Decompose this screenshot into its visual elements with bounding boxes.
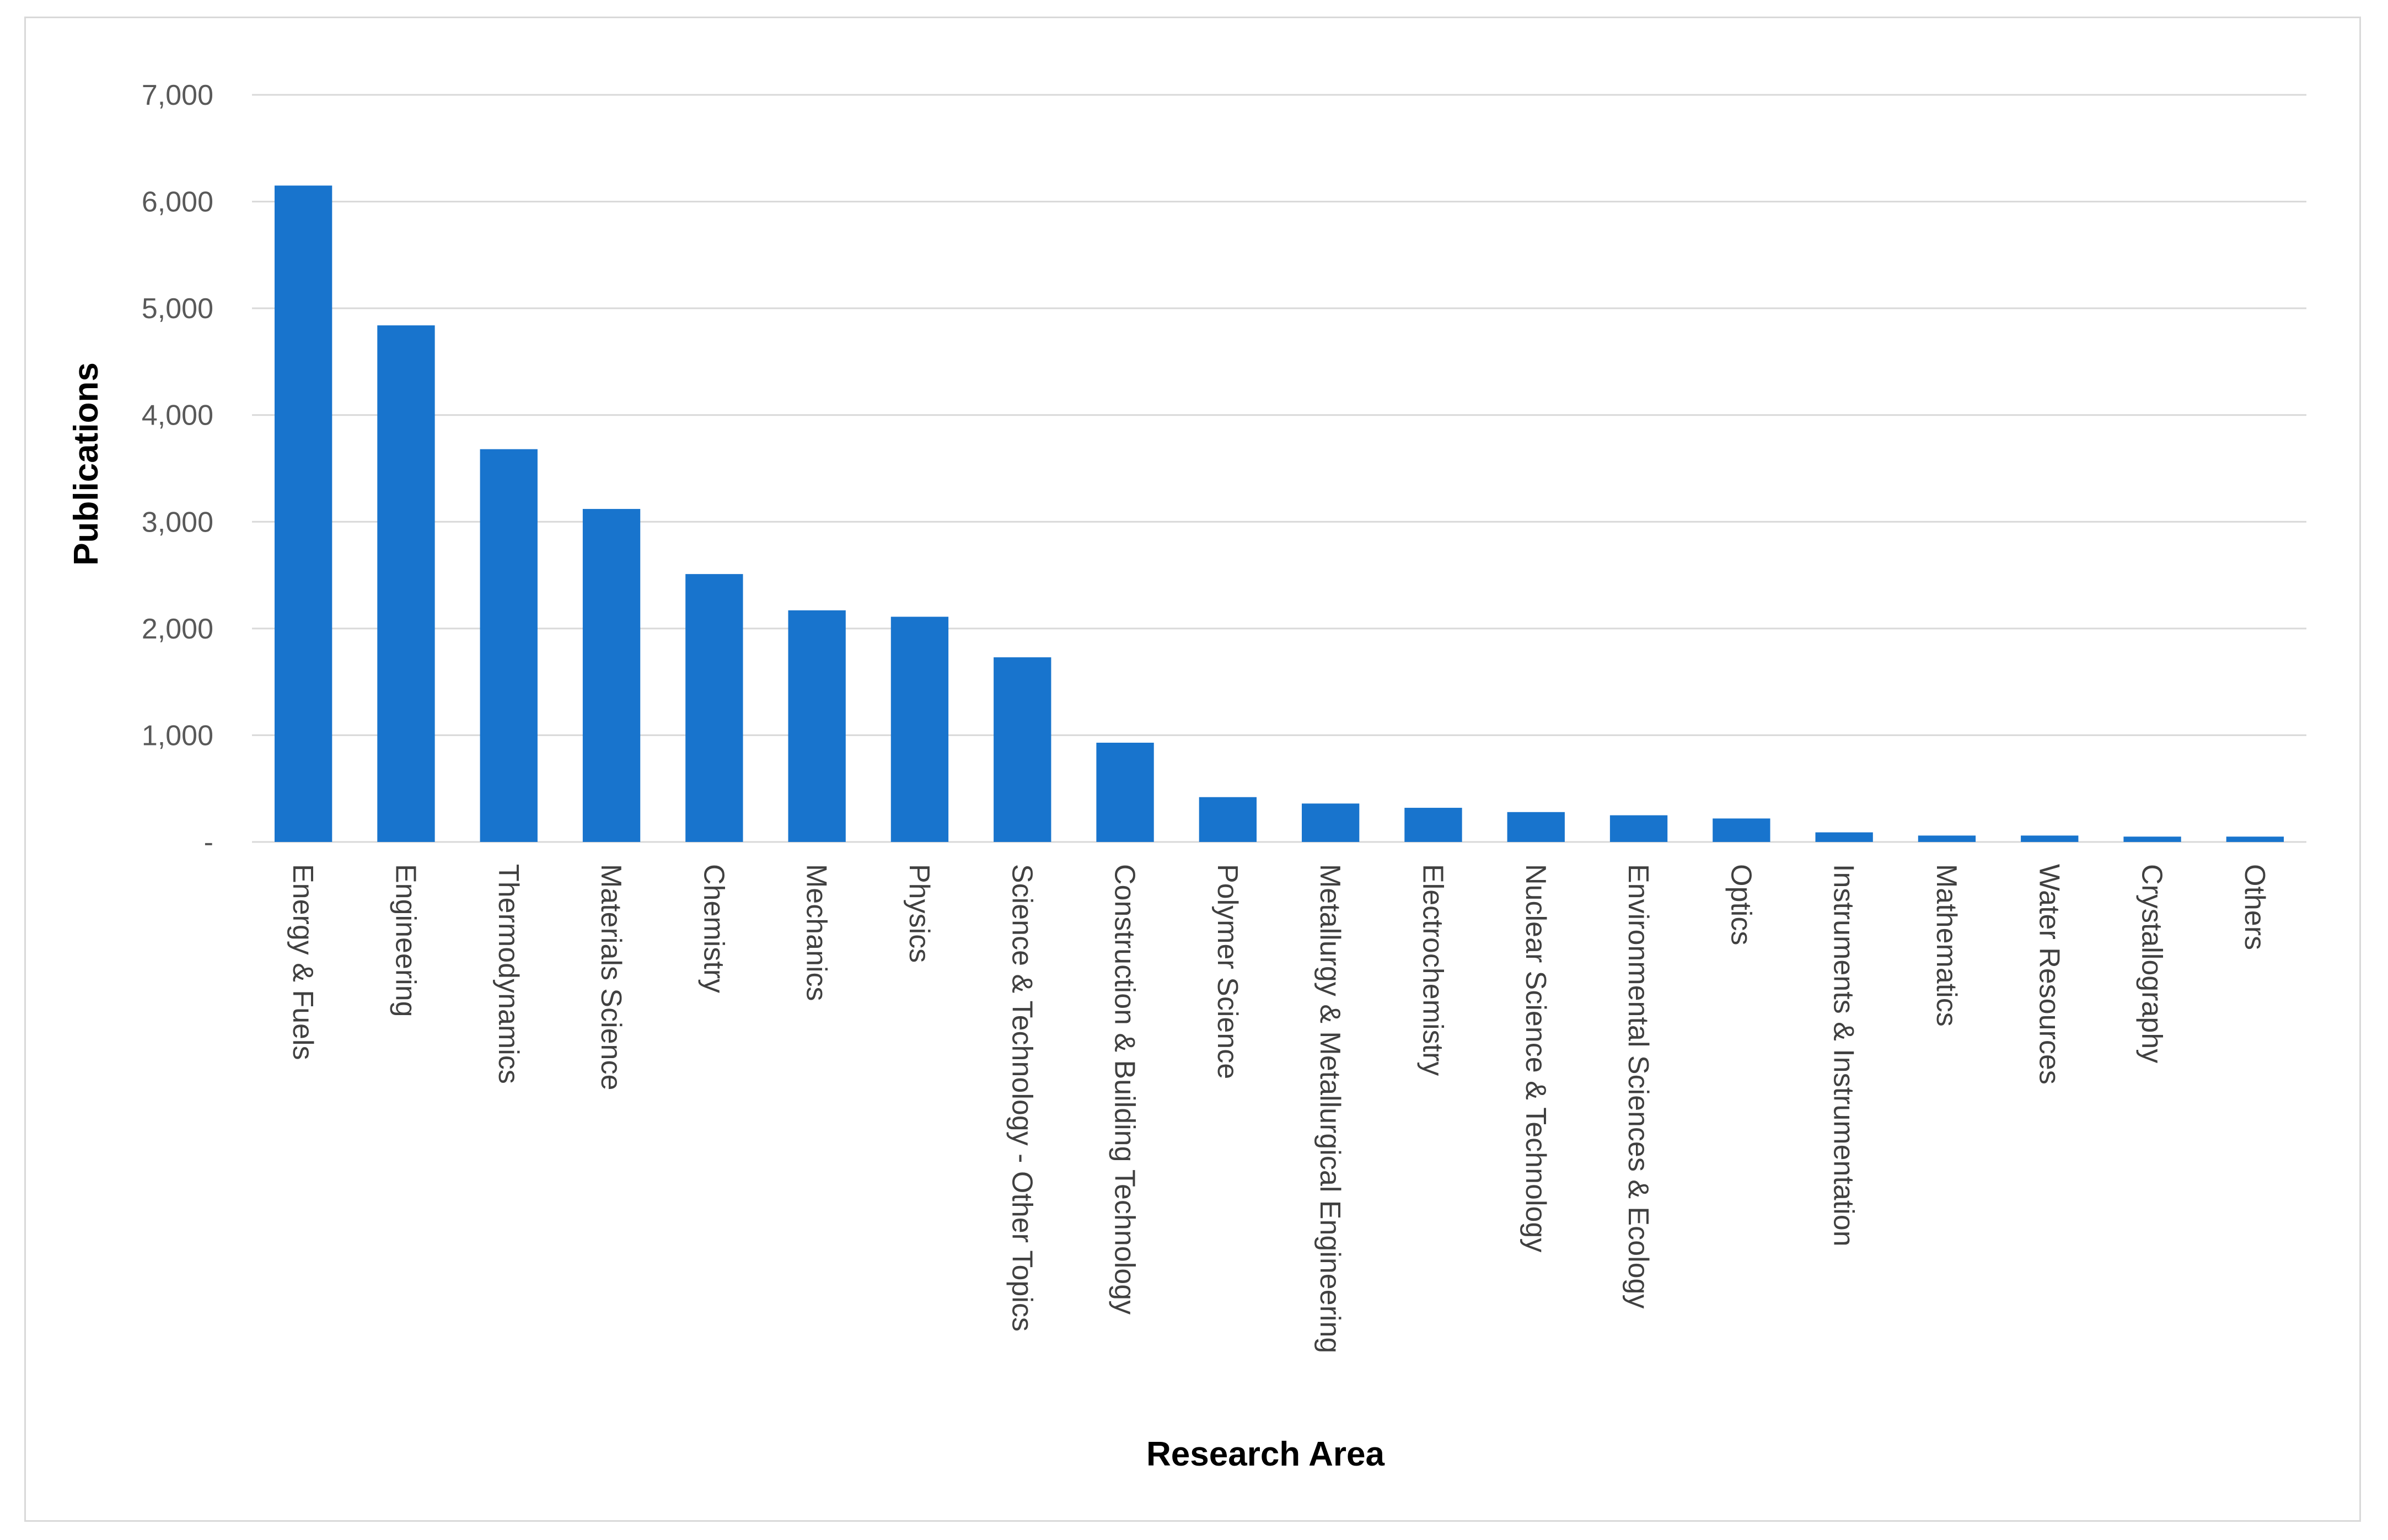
bar xyxy=(274,185,332,843)
x-category-label: Optics xyxy=(1725,864,1757,945)
x-category-label: Materials Science xyxy=(595,864,627,1090)
bar xyxy=(2123,836,2181,842)
x-category-label: Environmental Sciences & Ecology xyxy=(1622,864,1654,1308)
y-axis-ticks: - 1,000 2,000 3,000 4,000 5,000 6,000 7,000 xyxy=(142,79,213,858)
y-tick-label: 7,000 xyxy=(142,79,213,111)
bar xyxy=(1507,812,1565,842)
bar xyxy=(1713,818,1770,842)
x-category-label: Construction & Building Technology xyxy=(1109,864,1141,1314)
y-tick-label: 4,000 xyxy=(142,400,213,432)
x-category-label: Energy & Fuels xyxy=(287,864,319,1060)
bar xyxy=(994,657,1051,842)
bar xyxy=(582,509,641,842)
bar-chart: - 1,000 2,000 3,000 4,000 5,000 6,000 7,000 Ene… xyxy=(67,79,2306,1473)
bar xyxy=(1404,808,1462,842)
x-category-label: Mechanics xyxy=(801,864,833,1001)
gridlines xyxy=(252,94,2306,843)
bar xyxy=(1301,803,1360,842)
x-axis-category-labels: Energy & Fuels Engineering Thermodynamics M… xyxy=(287,864,2271,1353)
x-category-label: Polymer Science xyxy=(1211,864,1243,1079)
bar xyxy=(2226,836,2284,842)
x-category-label: Water Resources xyxy=(2033,864,2065,1085)
y-tick-label: 2,000 xyxy=(142,613,213,645)
x-category-label: Instruments & Instrumentation xyxy=(1828,864,1860,1247)
y-tick-label: 1,000 xyxy=(142,720,213,752)
bar xyxy=(890,616,949,842)
y-tick-label: 6,000 xyxy=(142,186,213,218)
x-category-label: Mathematics xyxy=(1930,864,1962,1027)
bar xyxy=(1609,815,1668,842)
bar xyxy=(1918,835,1976,842)
bars xyxy=(274,185,2284,843)
y-axis-title: Publications xyxy=(67,362,105,566)
x-category-label: Science & Technology - Other Topics xyxy=(1006,864,1038,1332)
bar xyxy=(2021,835,2079,842)
y-tick-label: 5,000 xyxy=(142,293,213,325)
x-category-label: Crystallography xyxy=(2136,864,2168,1063)
x-category-label: Engineering xyxy=(389,864,421,1017)
x-category-label: Chemistry xyxy=(697,864,729,993)
bar xyxy=(377,325,435,842)
bar xyxy=(685,574,743,842)
bar xyxy=(1815,832,1873,842)
y-tick-label: 3,000 xyxy=(142,506,213,538)
bar xyxy=(788,610,846,842)
bar xyxy=(1199,797,1257,842)
y-tick-label: - xyxy=(204,827,213,858)
bar xyxy=(480,449,538,842)
x-category-label: Electrochemistry xyxy=(1416,864,1448,1076)
x-category-label: Metallurgy & Metallurgical Engineering xyxy=(1314,864,1346,1353)
x-category-label: Others xyxy=(2239,864,2271,950)
x-category-label: Nuclear Science & Technology xyxy=(1520,864,1552,1252)
chart-frame: - 1,000 2,000 3,000 4,000 5,000 6,000 7,000 Ene… xyxy=(24,17,2361,1522)
x-category-label: Physics xyxy=(903,864,935,963)
bar xyxy=(1096,742,1154,842)
x-category-label: Thermodynamics xyxy=(492,864,524,1084)
x-axis-title: Research Area xyxy=(1146,1435,1384,1473)
